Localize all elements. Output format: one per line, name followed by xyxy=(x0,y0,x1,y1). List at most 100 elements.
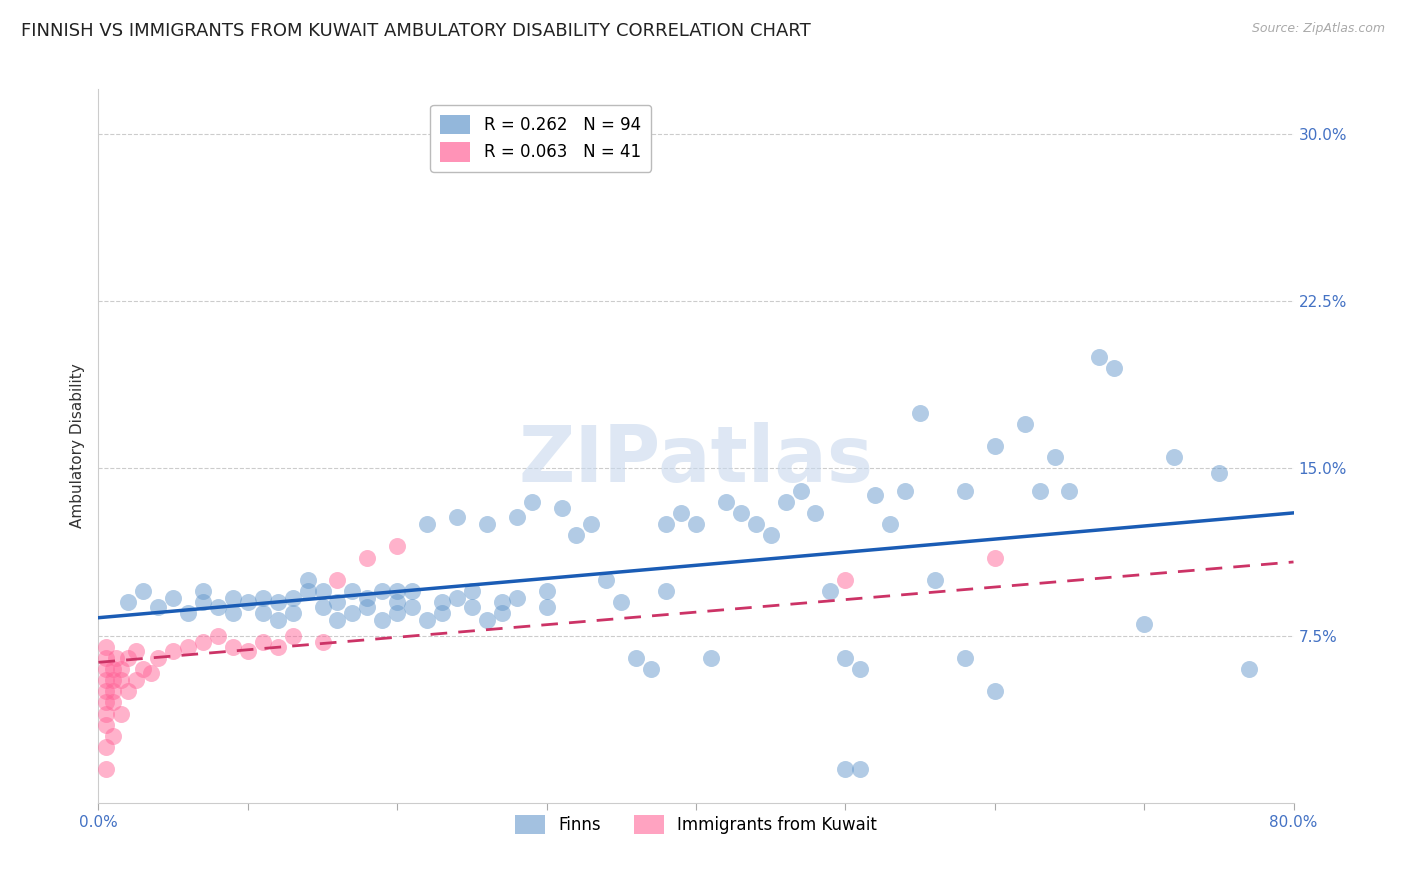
Point xyxy=(103,673,125,687)
Point xyxy=(110,673,132,687)
Point xyxy=(356,599,378,614)
Point xyxy=(94,717,117,731)
Point xyxy=(177,640,200,654)
Point xyxy=(105,651,128,665)
Point xyxy=(132,583,155,598)
Point xyxy=(311,635,333,649)
Point xyxy=(1014,417,1036,431)
Point xyxy=(385,539,409,553)
Point xyxy=(475,516,498,531)
Point xyxy=(132,662,155,676)
Point xyxy=(110,706,132,721)
Point xyxy=(252,607,274,621)
Point xyxy=(430,607,453,621)
Point xyxy=(207,628,229,642)
Point xyxy=(148,599,170,614)
Point xyxy=(730,506,752,520)
Point xyxy=(1043,450,1066,464)
Point xyxy=(191,583,214,598)
Point xyxy=(446,510,468,524)
Point xyxy=(103,696,125,710)
Point xyxy=(1208,466,1230,480)
Point xyxy=(281,591,304,605)
Point xyxy=(94,640,117,654)
Point xyxy=(626,651,648,665)
Point xyxy=(311,583,333,598)
Point xyxy=(714,494,737,508)
Point xyxy=(475,613,498,627)
Point xyxy=(461,583,484,598)
Legend: Finns, Immigrants from Kuwait: Finns, Immigrants from Kuwait xyxy=(505,805,887,845)
Point xyxy=(326,595,349,609)
Point xyxy=(430,595,453,609)
Point xyxy=(655,516,678,531)
Point xyxy=(125,644,148,658)
Point xyxy=(236,595,259,609)
Point xyxy=(984,439,1007,453)
Point xyxy=(139,666,162,681)
Point xyxy=(775,494,797,508)
Point xyxy=(1028,483,1050,498)
Point xyxy=(745,516,768,531)
Point xyxy=(581,516,603,531)
Point xyxy=(1163,450,1185,464)
Point xyxy=(103,662,125,676)
Text: ZIPatlas: ZIPatlas xyxy=(519,422,873,499)
Point xyxy=(820,583,842,598)
Point xyxy=(924,573,946,587)
Point xyxy=(311,599,333,614)
Y-axis label: Ambulatory Disability: Ambulatory Disability xyxy=(69,364,84,528)
Point xyxy=(953,483,976,498)
Point xyxy=(94,696,117,710)
Point xyxy=(610,595,633,609)
Point xyxy=(1088,350,1111,364)
Point xyxy=(536,599,558,614)
Point xyxy=(371,613,394,627)
Point xyxy=(94,684,117,698)
Point xyxy=(252,591,274,605)
Point xyxy=(1104,360,1126,375)
Point xyxy=(550,501,572,516)
Point xyxy=(506,510,529,524)
Point xyxy=(385,595,409,609)
Point xyxy=(125,673,148,687)
Point xyxy=(162,591,184,605)
Point xyxy=(865,488,887,502)
Point xyxy=(700,651,723,665)
Point xyxy=(356,550,378,565)
Point xyxy=(326,573,349,587)
Point xyxy=(759,528,782,542)
Point xyxy=(879,516,901,531)
Point xyxy=(281,607,304,621)
Point xyxy=(110,662,132,676)
Point xyxy=(565,528,588,542)
Point xyxy=(1059,483,1081,498)
Point xyxy=(953,651,976,665)
Point xyxy=(148,651,170,665)
Point xyxy=(117,684,139,698)
Point xyxy=(94,706,117,721)
Point xyxy=(401,583,423,598)
Point xyxy=(252,635,274,649)
Point xyxy=(281,628,304,642)
Point xyxy=(834,651,856,665)
Point xyxy=(520,494,543,508)
Point xyxy=(984,684,1007,698)
Point xyxy=(103,684,125,698)
Point xyxy=(491,607,513,621)
Point xyxy=(117,651,139,665)
Point xyxy=(984,550,1007,565)
Point xyxy=(804,506,827,520)
Point xyxy=(371,583,394,598)
Point xyxy=(342,607,364,621)
Point xyxy=(162,644,184,658)
Point xyxy=(177,607,200,621)
Point xyxy=(849,762,872,776)
Point xyxy=(385,607,409,621)
Point xyxy=(222,607,245,621)
Point xyxy=(669,506,692,520)
Point xyxy=(267,595,290,609)
Point xyxy=(94,762,117,776)
Point xyxy=(789,483,811,498)
Point xyxy=(1133,617,1156,632)
